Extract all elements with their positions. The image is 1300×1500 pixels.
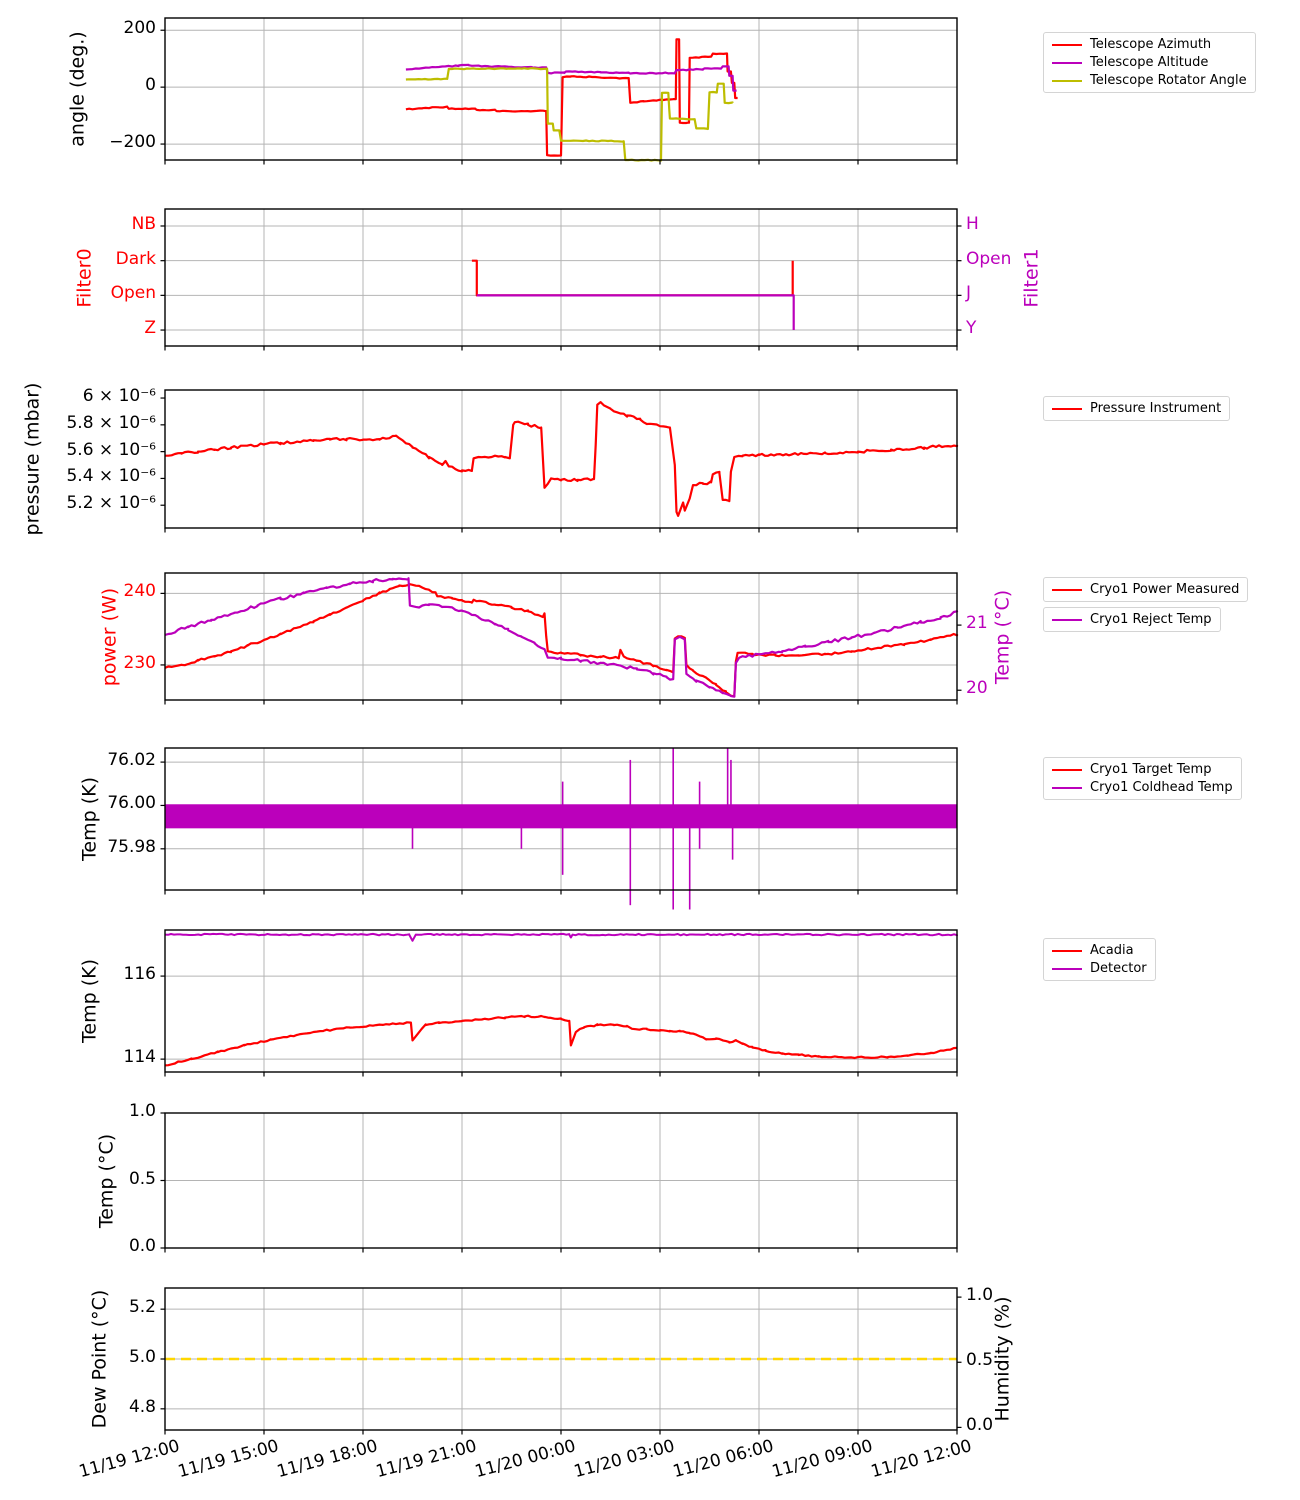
legend-entry: Telescope Rotator Angle [1052,73,1247,88]
y-tick-label-right: 20 [966,678,988,699]
series-cryo1-reject-temp [164,577,959,698]
y-tick-label: 75.98 [107,836,156,857]
series-pressure-instrument [165,401,959,517]
legend-box: Telescope Azimuth Telescope Altitude Teles… [1043,32,1256,93]
legend-entry: Cryo1 Coldhead Temp [1052,780,1233,795]
y-tick-label: Open [110,283,156,304]
y-tick-label: 5.6 × 10⁻⁶ [66,439,156,460]
y-tick-label: 240 [123,581,156,602]
legend-box: Cryo1 Reject Temp [1043,607,1221,632]
y-tick-label: 230 [123,652,156,673]
y-tick-label-right: 0.5 [966,1350,994,1371]
y-tick-label: 5.2 × 10⁻⁶ [66,493,156,514]
series-filter1 [476,294,795,330]
legend-line-sample [1052,43,1082,46]
y-tick-label-right: 1.0 [966,1285,994,1306]
y-tick-label: 76.02 [107,750,156,771]
legend-box: Cryo1 Target Temp Cryo1 Coldhead Temp [1043,757,1242,800]
y-axis-label: Dew Point (°C) [88,1289,111,1429]
y-tick-label: 116 [123,964,156,985]
legend-line-sample [1052,768,1082,771]
legend-line-sample [1052,618,1082,621]
y-tick-label: 5.4 × 10⁻⁶ [66,466,156,487]
legend-entry: Acadia [1052,943,1147,958]
y-tick-label: 114 [123,1047,156,1068]
legend-line-sample [1052,588,1082,591]
y-tick-label-right: 21 [966,613,988,634]
y-axis-label: angle (deg.) [66,31,89,147]
legend-entry: Telescope Altitude [1052,55,1247,70]
series-detector [164,932,958,942]
y-tick-label: 0 [145,75,156,96]
y-tick-label-right: Open [966,248,1012,269]
y-tick-label-right: H [966,213,979,234]
y-axis-label: Temp (K) [78,959,101,1043]
legend-label: Cryo1 Power Measured [1090,582,1240,597]
legend-line-sample [1052,79,1082,82]
y-tick-label: 76.00 [107,793,156,814]
y-tick-label: Dark [115,248,156,269]
y-tick-label-right: J [966,283,972,304]
legend-entry: Telescope Azimuth [1052,37,1247,52]
legend-entry: Pressure Instrument [1052,401,1221,416]
y-axis-label: Filter0 [73,247,96,308]
series-telescope-altitude [405,63,737,92]
legend-line-sample [1052,949,1082,952]
y-tick-label: 5.8 × 10⁻⁶ [66,412,156,433]
legend-entry: Cryo1 Target Temp [1052,762,1233,777]
legend-box: Pressure Instrument [1043,396,1231,421]
legend-label: Telescope Altitude [1090,55,1209,70]
y-tick-label: 1.0 [128,1101,156,1121]
legend-entry: Detector [1052,961,1147,976]
legend-box: Cryo1 Power Measured [1043,577,1249,602]
y-tick-label: 200 [123,18,156,39]
series-band-cryo1-target-coldhead [165,804,957,829]
series-telescope-rotator-angle [405,67,734,162]
legend-line-sample [1052,61,1082,64]
legend-box: Acadia Detector [1043,938,1156,981]
legend-label: Pressure Instrument [1090,401,1222,416]
y-axis-label: Temp (K) [78,777,101,861]
y-tick-label: 5.0 [128,1347,156,1367]
y-tick-label: 4.8 [128,1396,156,1417]
legend-label: Cryo1 Target Temp [1090,762,1212,777]
y-axis-label: pressure (mbar) [21,382,44,536]
y-tick-label-right: 0.0 [966,1415,994,1436]
series-cryo1-power-measured [164,583,959,698]
legend-label: Detector [1090,961,1147,976]
legend-line-sample [1052,407,1082,410]
legend-line-sample [1052,967,1082,970]
y-tick-label: 0.5 [128,1168,156,1189]
y-tick-label-right: Y [966,318,977,339]
y-axis-label-right: Humidity (%) [991,1296,1014,1422]
legend-label: Telescope Rotator Angle [1090,73,1247,88]
legend-label: Cryo1 Coldhead Temp [1090,780,1233,795]
y-tick-label: −200 [109,132,156,153]
y-tick-label: NB [131,213,156,234]
legend-entry: Cryo1 Power Measured [1052,582,1239,597]
y-tick-label: Z [144,318,156,339]
series-filter0 [471,259,794,297]
y-tick-label: 6 × 10⁻⁶ [82,386,156,407]
legend-label: Cryo1 Reject Temp [1090,612,1212,627]
y-axis-label: power (W) [98,587,121,686]
y-axis-label-right: Filter1 [1020,247,1043,308]
y-axis-label-right: Temp (°C) [991,589,1014,684]
y-axis-label: Temp (°C) [95,1133,118,1228]
y-tick-label: 0.0 [128,1236,156,1256]
legend-label: Acadia [1090,943,1134,958]
legend-entry: Cryo1 Reject Temp [1052,612,1212,627]
legend-line-sample [1052,786,1082,789]
series-acadia [164,1014,958,1067]
y-tick-label: 5.2 [128,1297,156,1318]
legend-label: Telescope Azimuth [1090,37,1212,52]
series-telescope-azimuth [405,38,738,157]
